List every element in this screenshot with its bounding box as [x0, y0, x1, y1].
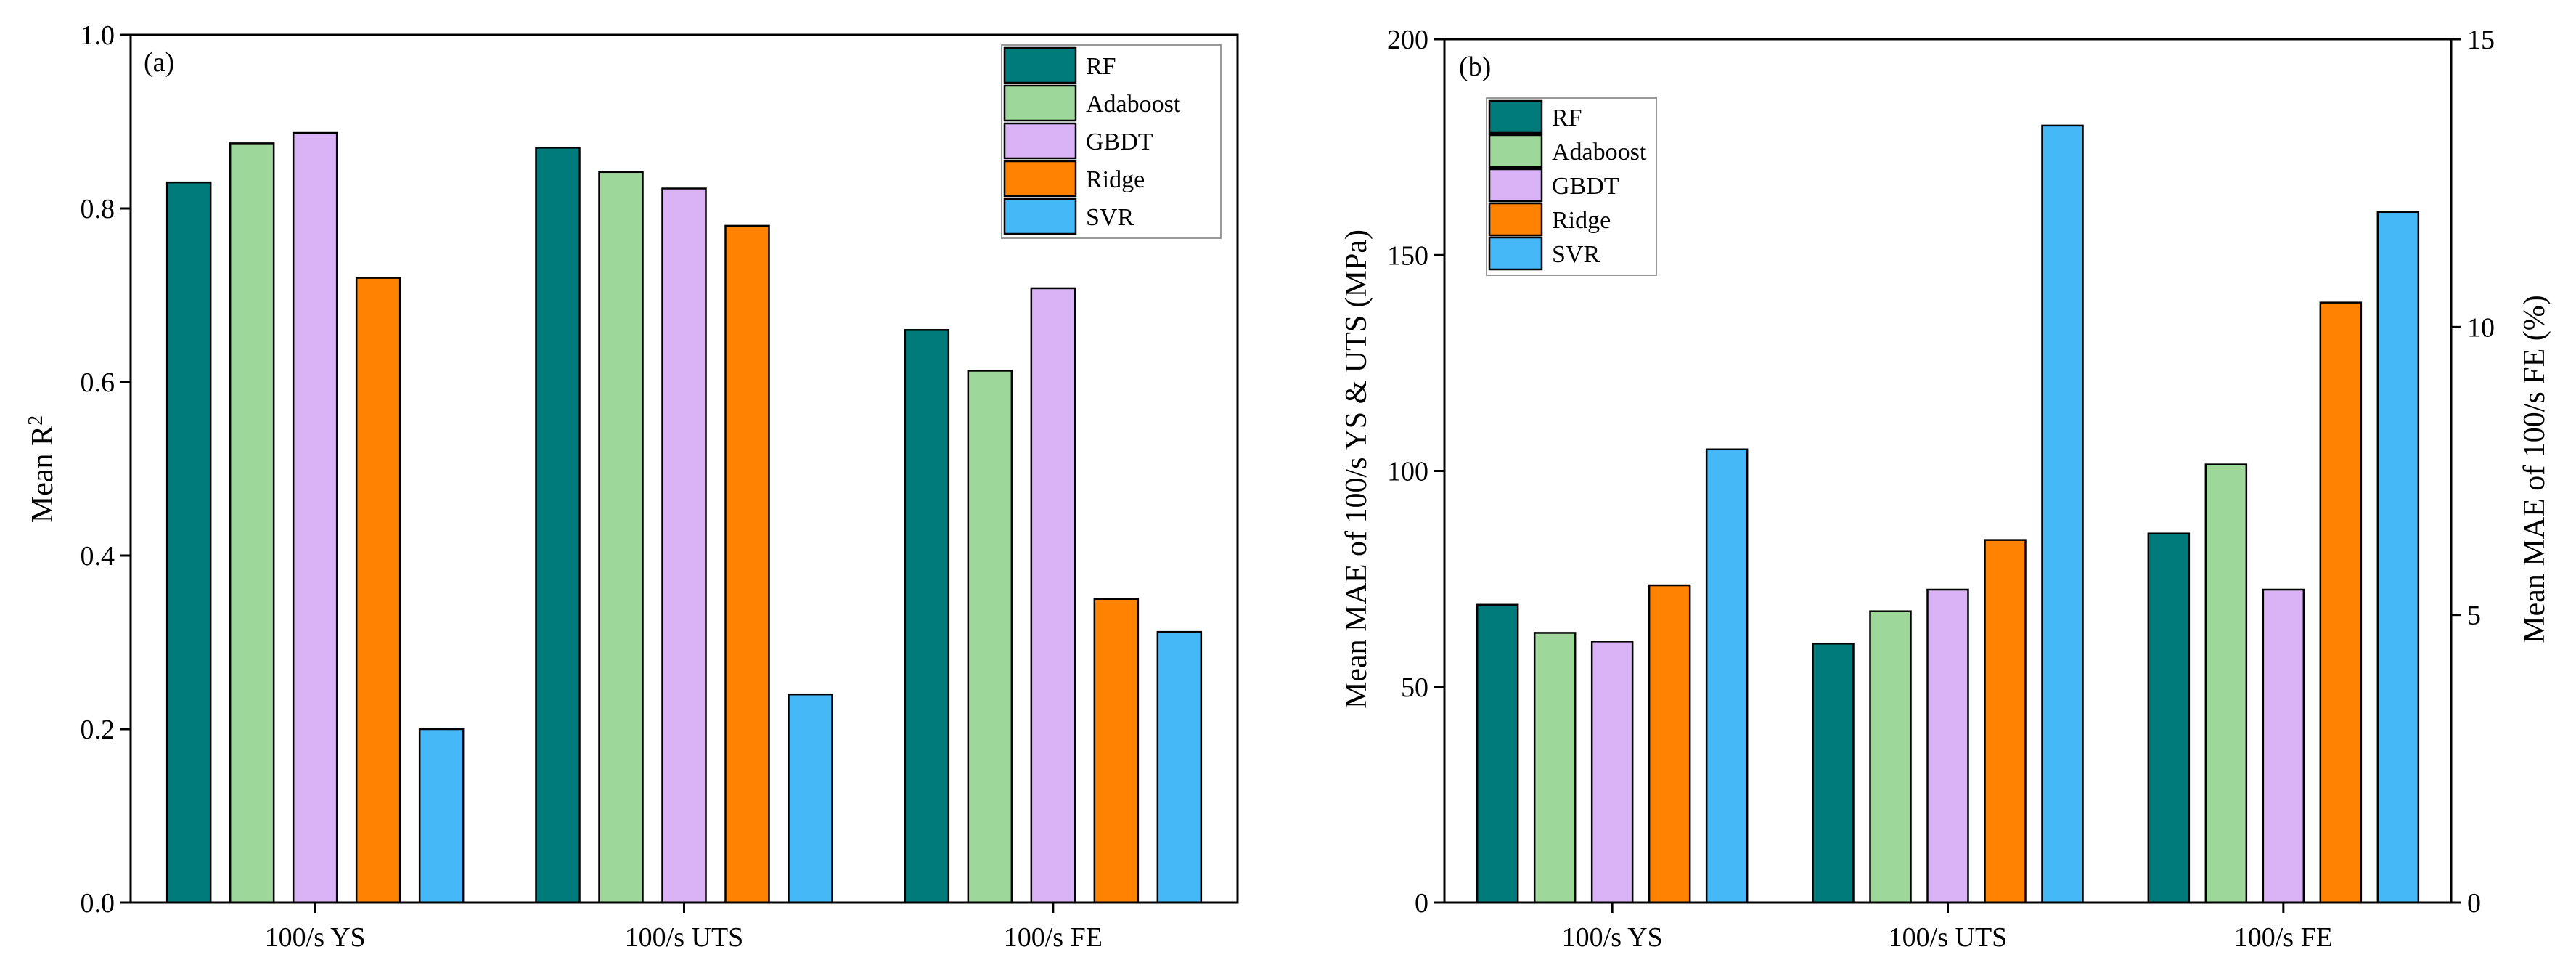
legend-label-svr: SVR [1086, 204, 1134, 231]
bar-rf-100-s-ys [165, 181, 212, 904]
bar-svr-100-s-ys [1705, 448, 1749, 904]
bar-svr-100-s-uts [2041, 124, 2084, 904]
y-tick-label: 0.4 [81, 541, 115, 572]
legend-label-rf: RF [1552, 105, 1582, 131]
y-right-tick-label: 5 [2467, 601, 2481, 631]
y-tick-label: 100 [1387, 457, 1428, 487]
bar-ridge-100-s-ys [1648, 584, 1691, 904]
bar-adaboost-100-s-uts [598, 171, 644, 904]
bar-gbdt-100-s-fe [1030, 287, 1076, 904]
bar-svr-100-s-fe [1156, 630, 1203, 904]
bar-gbdt-100-s-ys [1590, 640, 1634, 904]
panel-b-y-title-right: Mean MAE of 100/s FE (%) [2518, 295, 2551, 643]
bar-rf-100-s-uts [1812, 643, 1855, 904]
bar-rf-100-s-fe [2147, 532, 2191, 904]
panel-a-x-axis: 100/s YS 100/s UTS 100/s FE [265, 903, 1103, 953]
panel-b-bars [1476, 124, 2420, 904]
bar-gbdt-100-s-uts [1926, 588, 1969, 904]
bar-svr-100-s-ys [418, 728, 465, 904]
y-tick-label: 0 [1415, 888, 1428, 919]
legend-label-adaboost: Adaboost [1552, 139, 1647, 166]
bar-svr-100-s-fe [2376, 211, 2420, 904]
legend-label-rf: RF [1086, 53, 1116, 80]
y-tick-label: 0.0 [81, 888, 115, 919]
bar-gbdt-100-s-fe [2262, 588, 2305, 904]
bar-adaboost-100-s-ys [1533, 632, 1577, 904]
x-category-label: 100/s FE [1004, 922, 1103, 953]
legend-swatch-ridge [1003, 160, 1077, 198]
legend-label-adaboost: Adaboost [1086, 91, 1181, 118]
legend-swatch-adaboost [1003, 84, 1077, 122]
bar-ridge-100-s-fe [2319, 301, 2363, 904]
bar-rf-100-s-ys [1476, 603, 1519, 904]
panel-a-y-title: Mean R2 [25, 415, 60, 523]
x-category-label: 100/s YS [265, 922, 366, 953]
y-tick-label: 0.8 [81, 194, 115, 224]
y-tick-label: 200 [1387, 25, 1428, 55]
panel-b-label: (b) [1459, 52, 1491, 82]
panel-a-y-axis: 0.0 0.2 0.4 0.6 0.8 1.0 [81, 20, 131, 919]
bar-svr-100-s-uts [788, 693, 833, 904]
legend-swatch-gbdt [1003, 122, 1077, 160]
panel-a-bars [165, 131, 1203, 904]
bar-ridge-100-s-uts [724, 224, 770, 904]
y-tick-label: 150 [1387, 240, 1428, 271]
bar-adaboost-100-s-uts [1869, 610, 1912, 904]
y-right-tick-label: 10 [2467, 312, 2495, 343]
panel-b-y-axis-right: 0 5 10 15 [2451, 25, 2495, 919]
legend-swatch-svr [1003, 198, 1077, 235]
legend-label-gbdt: GBDT [1552, 173, 1619, 200]
x-category-label: 100/s UTS [625, 922, 744, 953]
panel-a-legend: RF Adaboost GBDT Ridge SVR [1001, 44, 1222, 239]
panel-a-label: (a) [144, 47, 174, 78]
bar-adaboost-100-s-ys [229, 142, 275, 904]
legend-label-ridge: Ridge [1552, 207, 1611, 234]
bar-rf-100-s-fe [904, 329, 950, 904]
y-right-tick-label: 0 [2467, 888, 2481, 919]
panel-a: 0.00.20.40.60.81.0 100/s YS 100/s UTS 100/… [25, 20, 1239, 953]
bar-gbdt-100-s-ys [292, 131, 338, 904]
legend-swatch-rf [1488, 99, 1543, 134]
legend-swatch-adaboost [1488, 134, 1543, 168]
y-tick-label: 50 [1401, 672, 1428, 703]
panel-b-y-axis-left: 0 50 100 150 200 [1387, 25, 1444, 919]
y-tick-label: 1.0 [81, 20, 115, 51]
legend-label-ridge: Ridge [1086, 166, 1145, 193]
bar-ridge-100-s-ys [355, 277, 401, 904]
panel-b-legend: RF Adaboost GBDT Ridge SVR [1486, 97, 1657, 276]
bar-ridge-100-s-uts [1984, 539, 2027, 904]
bar-ridge-100-s-fe [1093, 598, 1140, 904]
legend-swatch-gbdt [1488, 168, 1543, 203]
panel-b-y-title-left: Mean MAE of 100/s YS & UTS (MPa) [1340, 229, 1373, 709]
x-category-label: 100/s FE [2234, 922, 2333, 953]
x-category-label: 100/s UTS [1889, 922, 2008, 953]
y-tick-label: 0.2 [81, 715, 115, 745]
bar-adaboost-100-s-fe [2204, 463, 2248, 904]
y-tick-label: 0.6 [81, 367, 115, 398]
bar-adaboost-100-s-fe [967, 370, 1013, 904]
x-category-label: 100/s YS [1562, 922, 1663, 953]
panel-b-x-axis: 100/s YS 100/s UTS 100/s FE [1562, 903, 2333, 953]
bar-rf-100-s-uts [535, 147, 581, 904]
bar-gbdt-100-s-uts [661, 187, 707, 904]
legend-label-gbdt: GBDT [1086, 129, 1153, 155]
legend-swatch-ridge [1488, 202, 1543, 237]
legend-swatch-svr [1488, 236, 1543, 271]
legend-label-svr: SVR [1552, 241, 1600, 268]
y-right-tick-label: 15 [2467, 25, 2495, 55]
legend-swatch-rf [1003, 46, 1077, 84]
